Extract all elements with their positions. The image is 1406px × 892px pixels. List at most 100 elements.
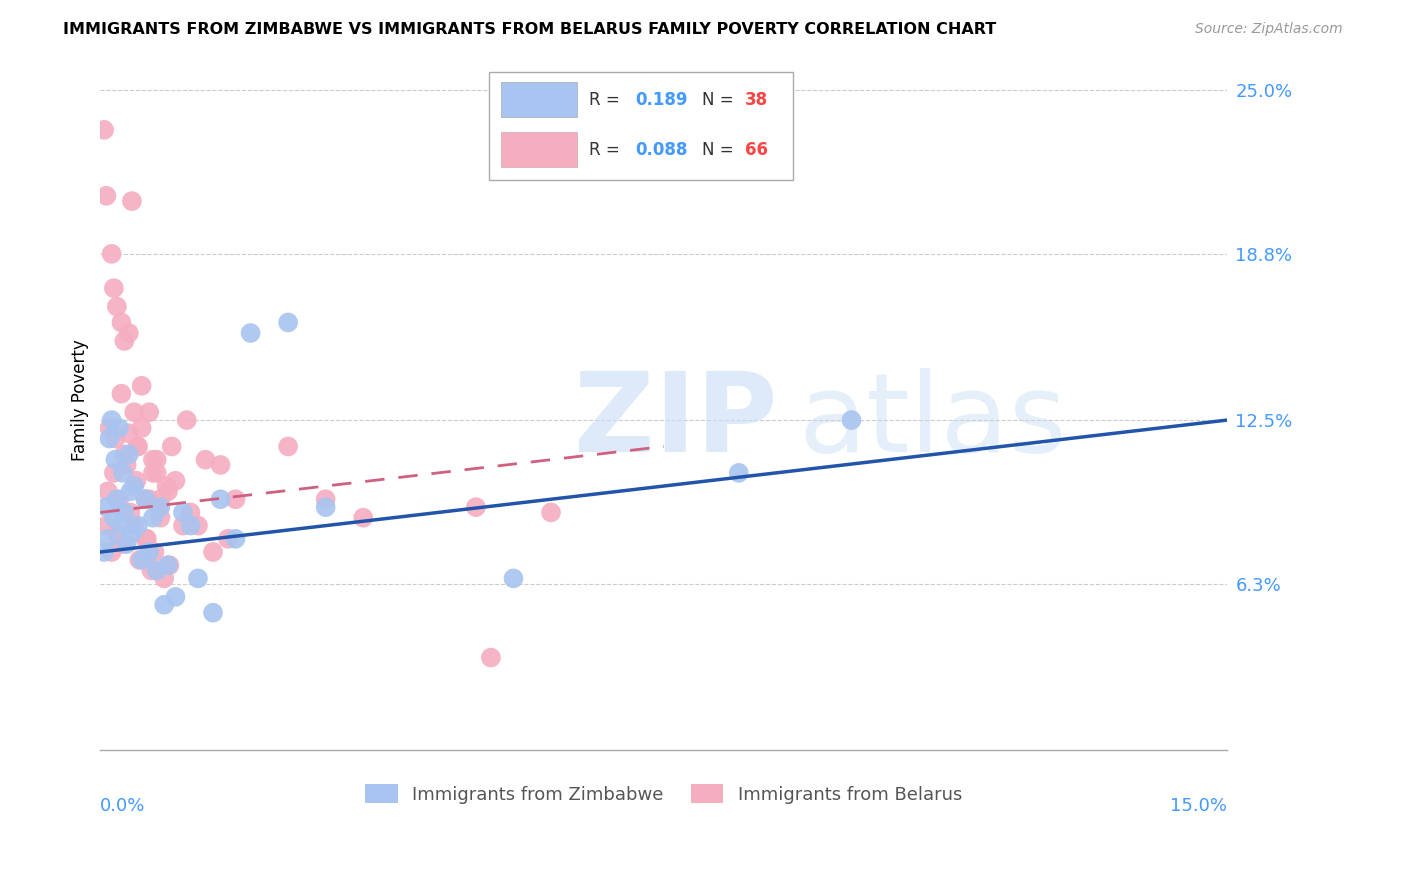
Point — [202, 606, 225, 620]
Point — [112, 334, 135, 348]
Point — [315, 492, 337, 507]
Point — [115, 537, 138, 551]
Point — [156, 484, 179, 499]
Point — [277, 315, 299, 329]
Point — [98, 432, 121, 446]
Point — [100, 247, 122, 261]
Point — [103, 510, 125, 524]
Point — [202, 545, 225, 559]
Text: atlas: atlas — [799, 368, 1067, 475]
Point — [145, 466, 167, 480]
Point — [225, 492, 247, 507]
Point — [142, 452, 165, 467]
Point — [118, 326, 141, 340]
Point — [225, 532, 247, 546]
Point — [149, 492, 172, 507]
Point — [96, 500, 118, 515]
Point — [128, 553, 150, 567]
Point — [118, 447, 141, 461]
Point — [149, 500, 172, 515]
Point — [134, 492, 156, 507]
Point — [122, 405, 145, 419]
Point — [103, 466, 125, 480]
Point — [104, 452, 127, 467]
Point — [93, 545, 115, 559]
Point — [179, 518, 201, 533]
Point — [187, 518, 209, 533]
Point — [111, 466, 134, 480]
Point — [153, 571, 176, 585]
Point — [176, 413, 198, 427]
Point — [315, 500, 337, 515]
Y-axis label: Family Poverty: Family Poverty — [72, 340, 89, 461]
Point — [121, 526, 143, 541]
Point — [125, 474, 148, 488]
Point — [134, 532, 156, 546]
Point — [131, 553, 153, 567]
Text: ZIP: ZIP — [574, 368, 778, 475]
Point — [96, 518, 118, 533]
Point — [135, 532, 157, 546]
Point — [115, 458, 138, 472]
Point — [127, 440, 149, 454]
Point — [100, 545, 122, 559]
Point — [239, 326, 262, 340]
Point — [138, 492, 160, 507]
Point — [156, 558, 179, 573]
Point — [165, 590, 187, 604]
Point — [110, 518, 132, 533]
Point — [194, 452, 217, 467]
Point — [149, 510, 172, 524]
Text: 15.0%: 15.0% — [1170, 797, 1227, 815]
Point — [93, 123, 115, 137]
Point — [112, 505, 135, 519]
Point — [112, 447, 135, 461]
Point — [122, 479, 145, 493]
Point — [187, 571, 209, 585]
Point — [97, 532, 120, 546]
Point — [108, 492, 131, 507]
Point — [138, 405, 160, 419]
Point — [104, 432, 127, 446]
Point — [100, 413, 122, 427]
Point — [841, 413, 863, 427]
Point — [159, 558, 181, 573]
Point — [105, 526, 128, 541]
Legend: Immigrants from Zimbabwe, Immigrants from Belarus: Immigrants from Zimbabwe, Immigrants fro… — [359, 777, 969, 811]
Point — [209, 492, 232, 507]
Point — [540, 505, 562, 519]
Point — [165, 474, 187, 488]
Point — [352, 510, 374, 524]
Point — [111, 537, 134, 551]
Point — [502, 571, 524, 585]
Point — [143, 545, 166, 559]
Point — [153, 598, 176, 612]
Text: Source: ZipAtlas.com: Source: ZipAtlas.com — [1195, 22, 1343, 37]
Point — [122, 518, 145, 533]
Point — [217, 532, 239, 546]
Point — [131, 421, 153, 435]
Point — [96, 189, 118, 203]
Point — [120, 505, 142, 519]
Point — [179, 505, 201, 519]
Text: IMMIGRANTS FROM ZIMBABWE VS IMMIGRANTS FROM BELARUS FAMILY POVERTY CORRELATION C: IMMIGRANTS FROM ZIMBABWE VS IMMIGRANTS F… — [63, 22, 997, 37]
Point — [479, 650, 502, 665]
Point — [464, 500, 486, 515]
Point — [172, 518, 194, 533]
Point — [141, 564, 163, 578]
Point — [98, 421, 121, 435]
Point — [110, 386, 132, 401]
Point — [145, 452, 167, 467]
Point — [142, 466, 165, 480]
Point — [118, 426, 141, 441]
Point — [172, 505, 194, 519]
Point — [97, 484, 120, 499]
Point — [148, 500, 170, 515]
Point — [127, 440, 149, 454]
Point — [727, 466, 749, 480]
Point — [131, 378, 153, 392]
Point — [127, 518, 149, 533]
Point — [138, 545, 160, 559]
Point — [103, 281, 125, 295]
Point — [142, 510, 165, 524]
